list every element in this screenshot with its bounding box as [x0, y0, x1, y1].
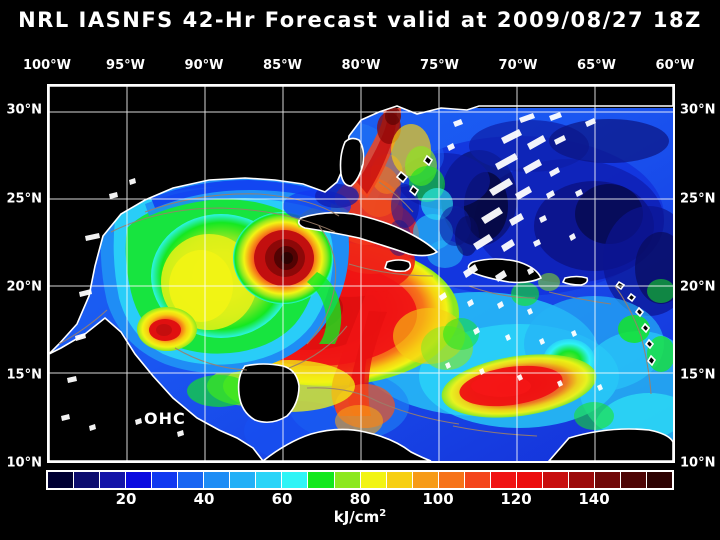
colorbar-swatch: [308, 472, 335, 488]
lat-tick-label-right: 30°N: [680, 102, 716, 118]
lat-tick-label-right: 15°N: [680, 367, 716, 383]
colorbar-tick: 140: [578, 490, 610, 508]
lat-tick-label-right: 20°N: [680, 279, 716, 295]
data-gap-streaks: [61, 112, 603, 437]
colorbar-swatch: [594, 472, 622, 488]
colorbar-swatch: [334, 472, 361, 488]
colorbar-swatch: [647, 472, 673, 488]
colorbar-swatch: [386, 472, 413, 488]
lon-tick-label: 75°W: [420, 58, 459, 73]
field-label-ohc: OHC: [144, 409, 186, 428]
colorbar-tick: 80: [349, 490, 371, 508]
lat-tick-label-left: 10°N: [6, 455, 42, 471]
ohc-heatmap: [49, 86, 673, 461]
lat-tick-label-right: 25°N: [680, 191, 716, 207]
lat-tick-label-left: 25°N: [6, 191, 42, 207]
colorbar-unit-label: kJ/cm2: [0, 508, 720, 526]
lat-tick-label-left: 20°N: [6, 279, 42, 295]
lon-tick-label: 65°W: [577, 58, 616, 73]
lon-tick-label: 95°W: [106, 58, 145, 73]
ohc-field-layer: [49, 86, 673, 461]
lon-tick-label: 90°W: [184, 58, 224, 73]
map-frame[interactable]: [47, 84, 675, 463]
colorbar-tick-labels: 20 40 60 80 100 120 140: [0, 490, 720, 510]
colorbar-swatch: [48, 472, 75, 488]
latitude-axis-left: 30°N 25°N 20°N 15°N 10°N: [0, 84, 46, 471]
latitude-axis-right: 30°N 25°N 20°N 15°N 10°N: [676, 84, 720, 471]
colorbar-swatch: [152, 472, 179, 488]
longitude-axis: 100°W 95°W 90°W 85°W 80°W 75°W 70°W 65°W 60°W: [0, 58, 720, 74]
colorbar-unit-exponent: 2: [379, 508, 387, 519]
colorbar[interactable]: [46, 470, 674, 490]
colorbar-tick: 100: [422, 490, 454, 508]
colorbar-tick: 20: [115, 490, 137, 508]
colorbar-swatch: [74, 472, 101, 488]
colorbar-swatch: [256, 472, 283, 488]
contour-layer: [58, 181, 652, 437]
lat-tick-label-left: 30°N: [6, 102, 42, 118]
colorbar-swatch: [126, 472, 153, 488]
colorbar-swatch: [204, 472, 231, 488]
colorbar-tick: 40: [193, 490, 215, 508]
colorbar-swatch: [542, 472, 569, 488]
colorbar-tick: 120: [500, 490, 532, 508]
colorbar-swatch: [178, 472, 205, 488]
lon-tick-label: 85°W: [263, 58, 302, 73]
colorbar-swatch: [230, 472, 257, 488]
lat-tick-label-right: 10°N: [680, 455, 716, 471]
colorbar-tick: 60: [271, 490, 293, 508]
colorbar-unit-text: kJ/cm: [333, 508, 380, 526]
graticule: [49, 86, 673, 461]
lon-tick-label: 70°W: [498, 58, 538, 73]
lat-tick-label-left: 15°N: [6, 367, 42, 383]
lon-tick-label: 60°W: [655, 58, 695, 73]
colorbar-swatch: [490, 472, 517, 488]
lon-tick-label: 80°W: [341, 58, 381, 73]
colorbar-swatch: [516, 472, 543, 488]
colorbar-swatch: [621, 472, 648, 488]
page-title: NRL IASNFS 42-Hr Forecast valid at 2009/…: [18, 8, 702, 32]
colorbar-swatch: [282, 472, 309, 488]
colorbar-swatch: [412, 472, 439, 488]
colorbar-swatch: [100, 472, 127, 488]
colorbar-swatch: [464, 472, 491, 488]
colorbar-swatch: [438, 472, 465, 488]
colorbar-swatch: [360, 472, 387, 488]
colorbar-swatch: [568, 472, 595, 488]
lon-tick-label: 100°W: [23, 58, 71, 73]
